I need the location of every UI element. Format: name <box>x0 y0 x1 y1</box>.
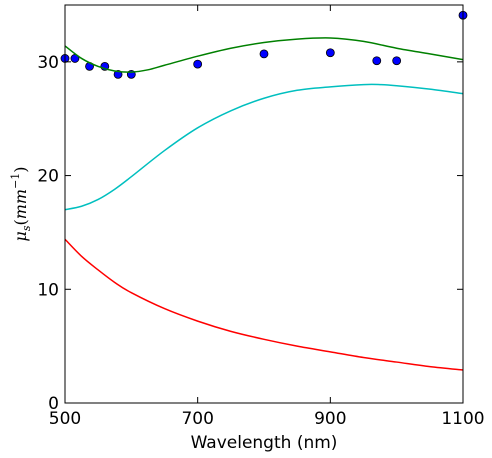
series-line-3 <box>64 238 464 371</box>
y-tick-label: 0 <box>48 394 59 414</box>
y-axis-label-close: ) <box>11 166 30 172</box>
x-tick-label: 700 <box>181 409 213 429</box>
y-tick-label: 20 <box>37 167 59 187</box>
y-axis-label-open: ( <box>11 219 30 225</box>
scatter-point <box>193 59 203 69</box>
y-axis-label: μs(mm−1) <box>9 166 33 241</box>
series-line-2 <box>64 83 464 211</box>
y-tick-label: 30 <box>37 53 59 73</box>
x-tick-label: 1100 <box>441 409 484 429</box>
scatter-point <box>392 56 402 66</box>
plot-area: 500 700 900 1100 0 10 20 30 <box>37 4 485 429</box>
series-layer <box>60 10 468 371</box>
y-axis-label-sub: s <box>20 225 33 231</box>
x-tick-label: 500 <box>49 409 81 429</box>
scatter-point <box>372 56 382 66</box>
series-line-1 <box>64 37 464 73</box>
ticks-layer: 500 700 900 1100 0 10 20 30 <box>37 5 485 429</box>
scatter-point <box>259 49 269 59</box>
axes-frame <box>64 4 464 404</box>
x-axis-label: Wavelength (nm) <box>191 433 338 453</box>
x-tick-label: 900 <box>314 409 346 429</box>
scatter-point <box>325 48 335 58</box>
y-axis-label-sup: −1 <box>9 173 22 189</box>
y-axis-label-unit: mm <box>11 189 30 219</box>
y-axis-label-mu: μ <box>11 231 30 241</box>
y-tick-label: 10 <box>37 280 59 300</box>
